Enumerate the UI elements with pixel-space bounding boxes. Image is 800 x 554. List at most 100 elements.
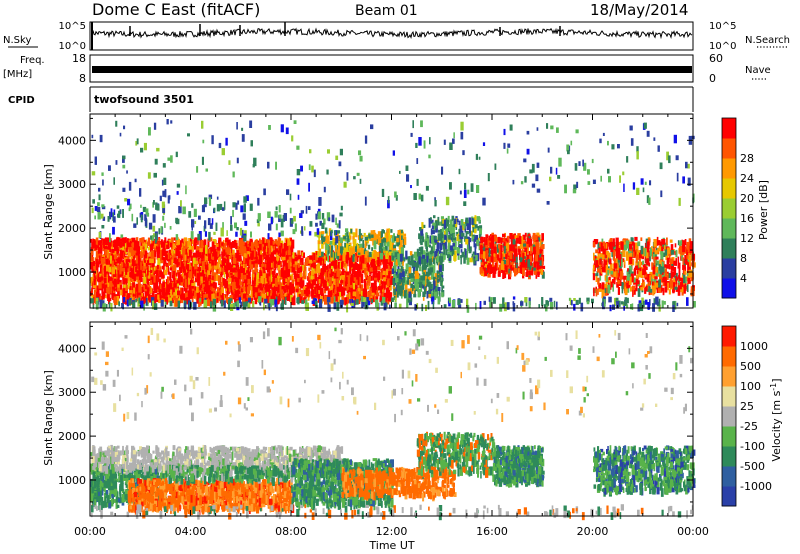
power-cell — [189, 271, 193, 279]
power-cell — [235, 267, 237, 271]
power-cell — [250, 256, 254, 260]
power-cell — [343, 236, 347, 240]
power-cell — [466, 257, 470, 265]
power-cell — [304, 262, 308, 266]
power-cell — [113, 250, 117, 256]
power-cell — [103, 284, 108, 288]
power-cell — [173, 283, 177, 288]
power-cell — [135, 237, 139, 243]
power-cell — [243, 260, 245, 268]
power-cell — [271, 271, 275, 277]
power-cell — [192, 293, 194, 299]
power-cell — [601, 282, 605, 291]
power-cell — [268, 245, 271, 255]
power-cell — [321, 231, 325, 235]
power-cell — [372, 258, 375, 268]
power-cell — [378, 285, 381, 291]
power-cell — [403, 233, 407, 237]
power-cell — [179, 277, 182, 286]
noise-panel — [89, 21, 694, 51]
power-cell — [490, 237, 492, 242]
power-cell — [240, 272, 243, 280]
power-cell — [280, 283, 284, 288]
power-cell — [242, 276, 245, 281]
power-cell — [190, 246, 194, 252]
power-cell — [207, 238, 210, 247]
power-cell — [321, 251, 324, 257]
power-cell — [247, 268, 249, 277]
power-cell — [273, 269, 276, 276]
power-cell — [441, 285, 445, 289]
power-cell — [267, 291, 271, 296]
power-cell — [257, 289, 261, 295]
power-cell — [199, 267, 202, 272]
power-cell — [460, 257, 462, 265]
power-cell — [502, 270, 505, 279]
power-cell — [103, 277, 107, 284]
power-cell — [144, 288, 148, 293]
power-cell — [196, 286, 199, 293]
power-cell — [386, 252, 389, 258]
power-cell — [98, 282, 102, 289]
power-cell — [459, 225, 462, 229]
power-cell — [214, 251, 218, 260]
power-cell — [153, 275, 156, 283]
power-cell — [92, 294, 96, 303]
power-cell — [218, 288, 220, 292]
power-cell — [345, 264, 348, 272]
power-cell — [378, 246, 381, 252]
power-cell — [125, 267, 128, 273]
power-cell — [357, 269, 361, 277]
power-cell — [238, 285, 241, 292]
power-cell — [345, 228, 349, 233]
power-cell — [184, 292, 188, 298]
power-cell — [286, 279, 290, 286]
power-cell — [297, 250, 301, 256]
power-cell — [171, 259, 174, 267]
power-cell — [498, 264, 501, 271]
power-cell — [474, 228, 477, 234]
power-cell — [367, 277, 371, 284]
freq-trace — [92, 66, 692, 73]
power-cell — [269, 289, 274, 298]
power-cell — [330, 290, 333, 296]
power-cell — [232, 258, 237, 264]
power-cell — [268, 268, 271, 277]
power-cell — [117, 264, 119, 271]
power-cell — [126, 295, 130, 300]
power-cell — [342, 253, 346, 262]
power-cell — [332, 237, 335, 246]
power-cell — [463, 255, 466, 264]
power-cell — [206, 262, 209, 269]
power-cell — [162, 281, 165, 288]
power-cell — [259, 238, 261, 245]
power-cell — [248, 281, 252, 291]
power-cell — [91, 287, 93, 293]
power-cell — [203, 294, 206, 300]
power-cell — [325, 242, 329, 251]
power-cell — [114, 256, 117, 265]
power-cell — [272, 278, 275, 286]
power-cell — [533, 237, 536, 242]
power-cell — [530, 262, 532, 266]
power-cell — [230, 253, 233, 260]
power-cell — [185, 244, 188, 249]
power-cell — [488, 235, 491, 241]
nsky-label: N.Sky — [3, 35, 31, 46]
power-cell — [285, 262, 288, 268]
power-cell — [90, 254, 92, 262]
power-cell — [219, 290, 222, 295]
power-cell — [429, 244, 432, 248]
power-cell — [259, 263, 263, 268]
power-cell — [196, 245, 199, 251]
power-cell — [172, 243, 176, 250]
power-cell — [244, 242, 247, 249]
beam-label: Beam 01 — [355, 3, 418, 19]
power-cell — [120, 265, 123, 274]
power-cell — [277, 241, 281, 248]
power-cell — [222, 261, 225, 266]
power-cell — [186, 271, 189, 279]
power-cell — [90, 238, 92, 243]
power-cell — [159, 295, 162, 300]
power-cell — [365, 251, 367, 255]
